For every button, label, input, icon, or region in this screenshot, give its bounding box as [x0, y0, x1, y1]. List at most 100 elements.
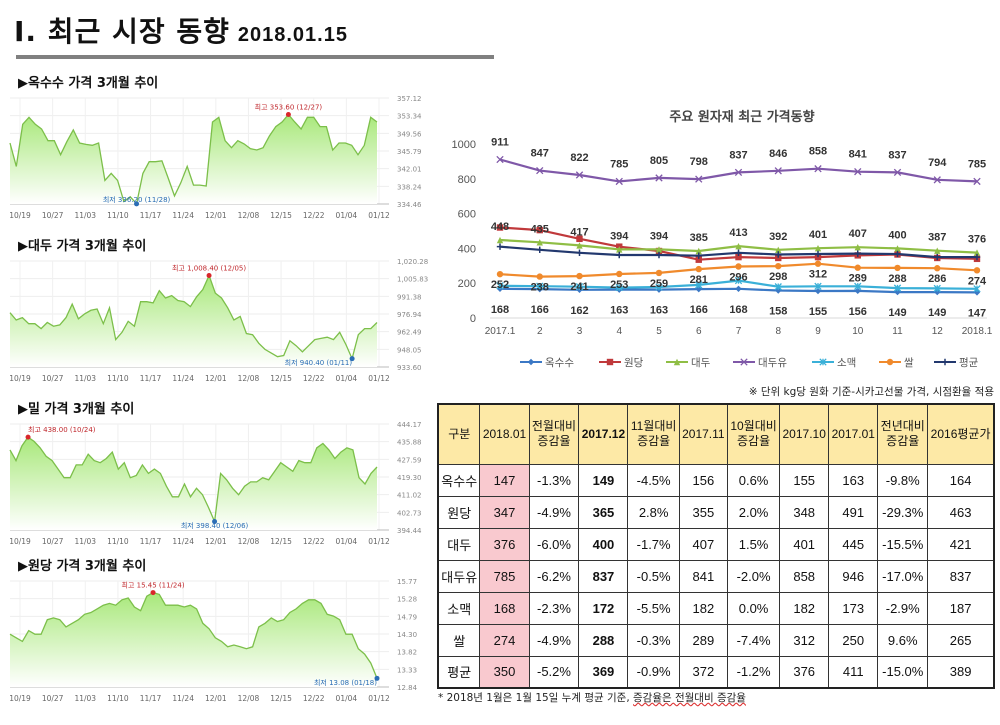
table-header-line1: 10월대비: [730, 419, 777, 434]
data-point: [655, 174, 663, 182]
series-평균: [496, 243, 981, 261]
x-tick-label: 12/08: [238, 537, 260, 546]
table-header-line1: 2017.10: [782, 426, 826, 441]
min-label: 최저 398.40 (12/06): [181, 521, 249, 530]
data-label: 407: [849, 228, 867, 240]
table-row: 대두 376 -6.0% 400 -1.7% 407 1.5% 401 445 -15.5% 421: [437, 527, 995, 561]
table-header-cell: 구분: [437, 403, 481, 465]
y-tick-label: 200: [458, 278, 476, 290]
soybean-price-chart-svg: 1,020.28 1,005.83 991.38 976.94 962.49 948.05…: [9, 258, 428, 383]
table-cell: 372: [678, 655, 728, 689]
x-tick-label: 01/12: [368, 694, 390, 703]
data-point: [775, 251, 782, 258]
table-cell: 312: [779, 623, 830, 657]
corn-chart-title: ▶옥수수 가격 3개월 추이: [18, 76, 159, 91]
data-point: [576, 235, 583, 243]
series-쌀: [496, 260, 981, 280]
data-label: 400: [888, 229, 906, 241]
table-cell: 0.0%: [726, 591, 781, 625]
data-point: [854, 243, 861, 251]
data-point: [615, 177, 623, 186]
data-label: 794: [928, 157, 947, 169]
y-tick-label: 600: [458, 209, 476, 221]
data-point: [735, 249, 742, 256]
y-tick-label: 1,020.28: [397, 258, 428, 266]
data-point: [575, 171, 584, 179]
table-cell: 463: [927, 495, 995, 529]
x-tick-label: 11/10: [107, 694, 129, 703]
data-label: 156: [849, 306, 867, 318]
table-cell: 163: [828, 463, 879, 497]
data-point: [695, 285, 702, 293]
legend-label: 평균: [959, 357, 979, 369]
table-cell: -29.3%: [877, 495, 929, 529]
legend-label: 쌀: [904, 357, 914, 369]
footnote: * 2018년 1월은 1월 15일 누계 평균 기준, 증감율은 전월대비 증…: [438, 690, 746, 705]
x-tick-label: 11/24: [172, 211, 194, 220]
x-tick-label: 12/15: [270, 211, 292, 220]
x-tick-label: 01/04: [336, 211, 358, 220]
data-point: [814, 282, 822, 290]
area-fill: [10, 592, 377, 687]
y-tick-label: 402.73: [397, 509, 422, 517]
page-title: I. 최근 시장 동향 2018.01.15: [14, 10, 348, 50]
data-point: [973, 285, 981, 293]
data-point: [934, 247, 941, 254]
table-row: 옥수수 147 -1.3% 149 -4.5% 156 0.6% 155 163 -9.8% 164: [437, 463, 995, 497]
table-row-header: 쌀: [437, 623, 481, 657]
x-tick-label: 01/12: [368, 211, 390, 220]
x-tick-label: 8: [775, 326, 781, 337]
y-tick-label: 13.33: [397, 666, 417, 674]
data-point: [496, 155, 504, 164]
table-cell: 168: [479, 591, 530, 625]
x-tick-label: 12/15: [270, 694, 292, 703]
min-label: 최저 940.40 (01/11): [285, 358, 353, 367]
data-point: [740, 358, 748, 366]
data-point: [575, 283, 584, 291]
page-title-text: I. 최근 시장 동향: [14, 15, 230, 48]
table-cell: 841: [678, 559, 728, 593]
table-cell: 350: [479, 655, 530, 689]
y-tick-label: 419.30: [397, 474, 422, 482]
table-cell: 288: [578, 623, 629, 657]
data-label: 166: [690, 304, 708, 316]
x-tick-label: 12/22: [303, 374, 325, 383]
data-point: [973, 249, 981, 256]
y-tick-label: 345.79: [397, 148, 422, 156]
x-tick-label: 10/19: [9, 694, 31, 703]
area-fill: [10, 275, 377, 367]
table-cell: 156: [678, 463, 728, 497]
data-label: 798: [690, 156, 708, 168]
data-point: [893, 284, 902, 292]
data-label: 259: [650, 278, 668, 290]
table-cell: -15.5%: [877, 527, 929, 561]
table-cell: 265: [927, 623, 995, 657]
data-label: 394: [610, 230, 629, 242]
data-point: [894, 264, 901, 272]
data-point: [735, 253, 742, 261]
min-marker: [349, 356, 355, 362]
table-cell: 149: [578, 463, 629, 497]
legend-label: 소맥: [837, 357, 856, 369]
wheat-price-chart: 444.17 435.88 427.59 419.30 411.02 402.73 394.…: [6, 418, 436, 553]
table-row: 쌀 274 -4.9% 288 -0.3% 289 -7.4% 312 250 9.6% 265: [437, 623, 995, 657]
data-label: 837: [729, 149, 747, 161]
x-tick-label: 11/24: [172, 694, 194, 703]
table-cell: -9.8%: [877, 463, 929, 497]
x-tick-label: 01/12: [368, 374, 390, 383]
table-cell: -1.2%: [726, 655, 781, 689]
y-tick-label: 962.49: [397, 329, 422, 337]
data-point: [775, 254, 782, 262]
x-tick-label: 10: [852, 326, 864, 337]
data-label: 837: [888, 149, 906, 161]
data-point: [734, 276, 743, 285]
table-header-line1: 2016평균가: [930, 426, 991, 441]
data-label: 288: [888, 273, 906, 285]
table-cell: 182: [779, 591, 830, 625]
data-label: 163: [610, 305, 628, 317]
table-cell: -4.9%: [528, 623, 580, 657]
table-cell: 376: [779, 655, 830, 689]
data-label: 417: [570, 226, 588, 238]
table-row-header: 대두: [437, 527, 481, 561]
table-cell: 173: [828, 591, 879, 625]
